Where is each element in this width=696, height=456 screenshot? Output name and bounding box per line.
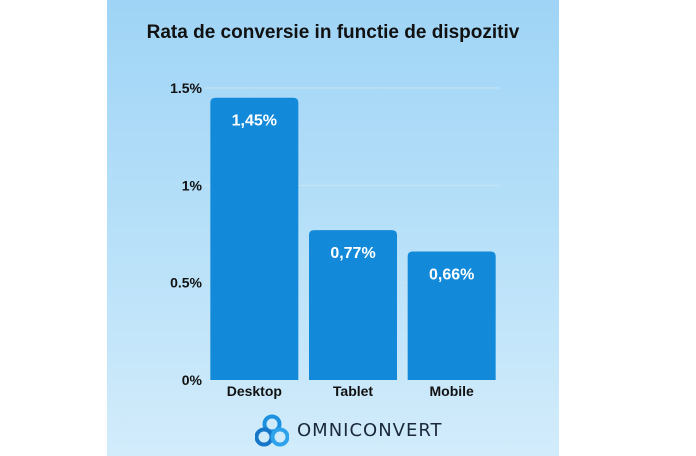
brand-logo: OMNICONVERT [254, 414, 442, 448]
bar [407, 251, 496, 380]
data-label: 0,77% [330, 245, 375, 262]
y-tick-label: 1.5% [170, 80, 202, 96]
y-tick-label: 0.5% [170, 275, 202, 291]
x-tick-label: Desktop [227, 383, 282, 399]
x-tick-label: Mobile [429, 383, 474, 399]
y-tick-label: 1% [182, 177, 203, 193]
bar-chart: 0% 0.5% 1% 1.5% 1,45% Desktop 0,77% Tablet 0,66%… [170, 80, 500, 399]
brand-name: OMNICONVERT [297, 420, 443, 441]
data-label: 1,45% [232, 113, 277, 130]
data-label: 0,66% [429, 267, 474, 284]
bar [309, 230, 397, 380]
chart-title: Rata de conversie in functie de dispozit… [146, 22, 520, 43]
x-tick-label: Tablet [333, 383, 374, 399]
y-tick-label: 0% [182, 372, 203, 388]
chart-panel: Rata de conversie in functie de dispozit… [107, 0, 559, 456]
bar [210, 97, 299, 380]
three-circles-logo-icon [254, 414, 290, 447]
